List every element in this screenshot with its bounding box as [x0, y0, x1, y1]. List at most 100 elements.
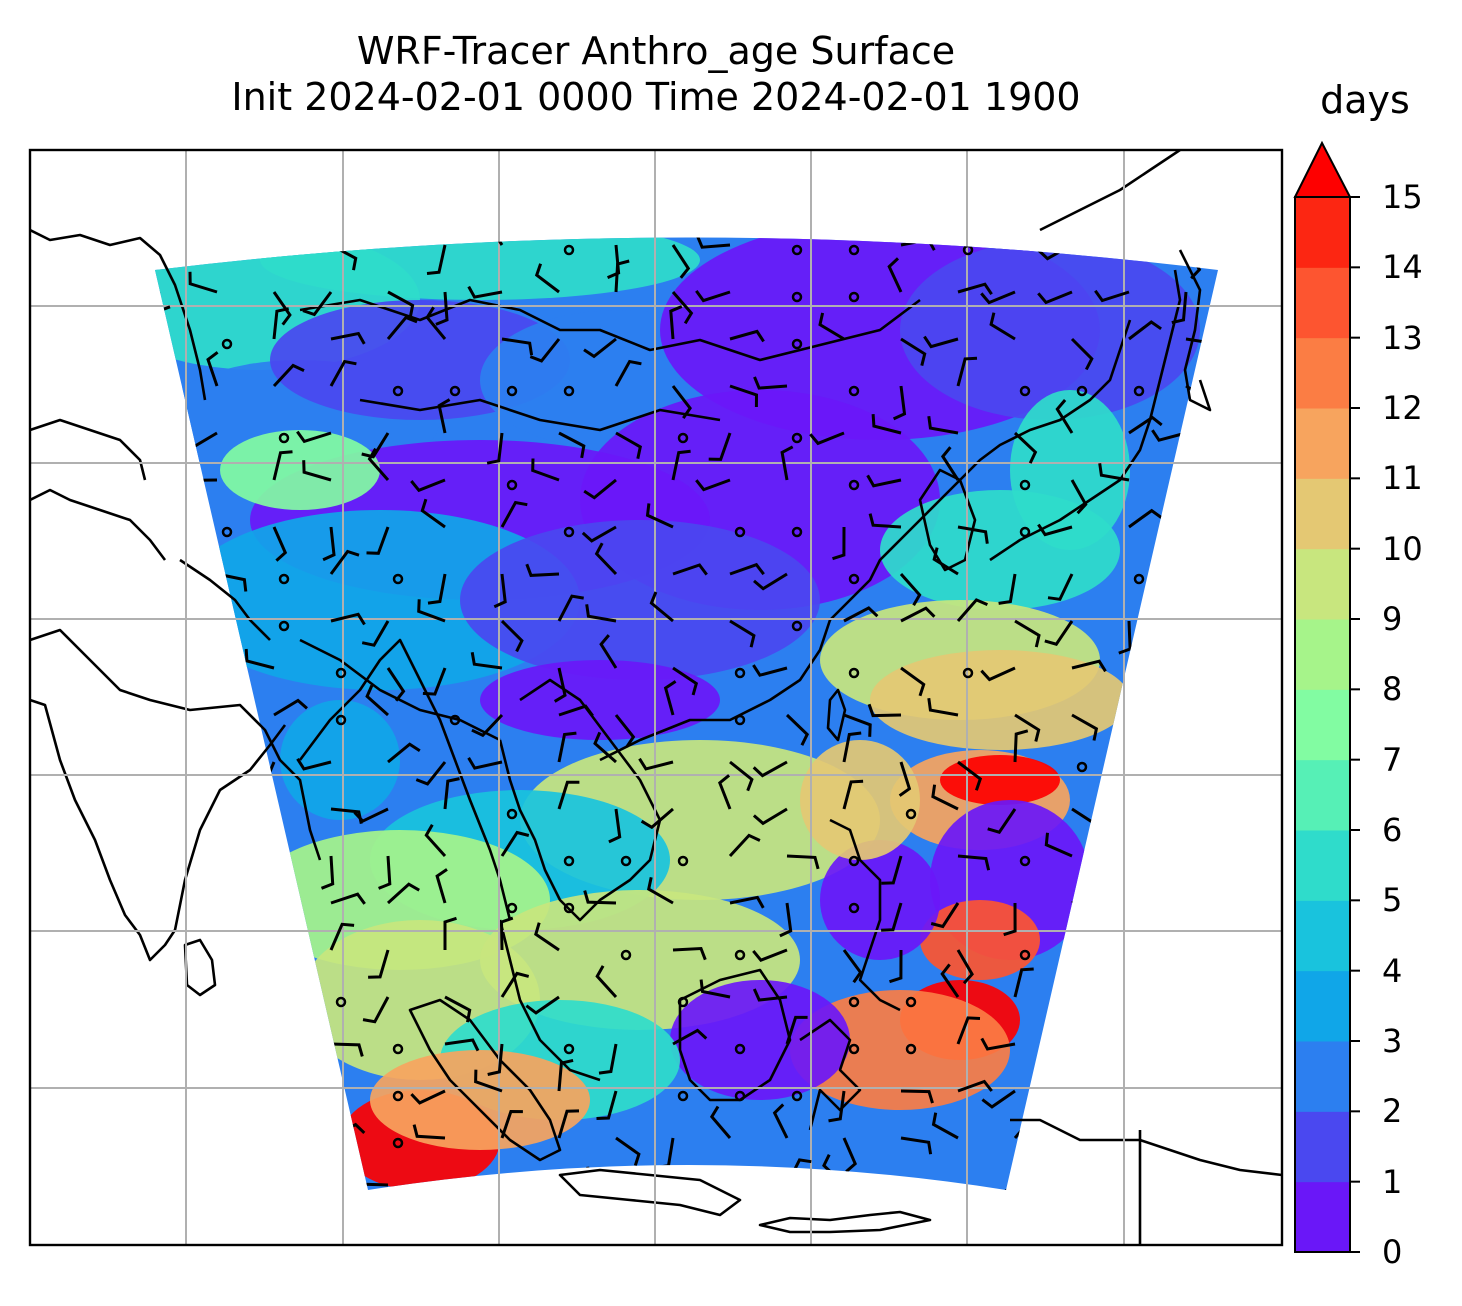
wind-calm-marker: [1019, 949, 1031, 961]
wind-barb: [957, 1079, 993, 1093]
wind-calm-marker: [848, 479, 860, 491]
wind-barb: [1070, 337, 1094, 371]
wind-barb: [330, 612, 366, 626]
wind-barb: [669, 305, 683, 340]
wind-barb: [206, 351, 219, 387]
colorbar-unit-label: days: [1320, 78, 1410, 122]
tracer-field-patch: [920, 900, 1040, 980]
wind-barb: [640, 807, 674, 830]
colorbar-band: [1295, 970, 1350, 1042]
wind-barb: [329, 359, 357, 387]
colorbar-band: [1295, 337, 1350, 409]
wind-calm-marker: [848, 667, 860, 679]
wind-barb: [594, 542, 618, 576]
wind-barb: [900, 666, 926, 697]
map-frame: [28, 148, 1284, 1247]
tracer-field-patch: [220, 430, 380, 510]
wind-barb: [443, 777, 460, 810]
wind-barb: [868, 513, 902, 529]
wind-barb: [900, 1136, 933, 1155]
chart-title-line-2: Init 2024-02-01 0000 Time 2024-02-01 190…: [231, 75, 1081, 119]
wind-barb: [663, 680, 677, 716]
wind-barb: [557, 594, 584, 622]
wind-barb: [981, 1089, 1016, 1109]
wind-barb: [1094, 289, 1130, 303]
wind-barb: [329, 549, 360, 575]
wind-barb: [818, 312, 845, 341]
wind-barb: [752, 664, 788, 677]
wind-barb: [296, 757, 332, 771]
wind-calm-marker: [1019, 385, 1031, 397]
wind-barb: [615, 1136, 641, 1167]
colorbar: [1293, 140, 1360, 1253]
tracer-field-patch: [670, 980, 850, 1100]
wind-barb: [1098, 463, 1130, 482]
wind-barb: [1047, 573, 1074, 601]
wind-barb: [866, 474, 902, 488]
wind-calm-marker: [563, 855, 575, 867]
wind-barb: [1037, 523, 1073, 537]
wind-barb: [729, 760, 754, 792]
wind-barb: [366, 526, 390, 555]
wind-calm-marker: [1133, 573, 1145, 585]
wind-calm-marker: [848, 385, 860, 397]
wind-barb: [1044, 832, 1073, 858]
wind-calm-marker: [506, 902, 518, 914]
wind-calm-marker: [335, 714, 347, 726]
wind-calm-marker: [734, 526, 746, 538]
wind-barb: [425, 306, 447, 340]
wind-barb: [900, 337, 927, 366]
wind-barb: [387, 290, 415, 318]
colorbar-tick-label: 4: [1382, 951, 1403, 990]
wind-barb: [708, 432, 732, 461]
wind-calm-marker: [791, 244, 803, 256]
wind-barb: [412, 1124, 446, 1140]
wind-calm-marker: [848, 855, 860, 867]
colorbar-band: [1295, 900, 1350, 972]
wind-barb: [785, 1015, 808, 1045]
colorbar-outline: [1294, 196, 1351, 1253]
tracer-field-patch: [870, 650, 1130, 750]
wind-barb: [647, 876, 674, 905]
wind-calm-marker: [734, 1043, 746, 1055]
wind-barb: [753, 572, 788, 591]
colorbar-tick-label: 12: [1382, 389, 1423, 427]
wind-calm-marker: [392, 573, 404, 585]
wind-barb: [699, 979, 731, 999]
wind-barb: [302, 460, 332, 482]
wind-calm-marker: [335, 667, 347, 679]
wind-barb: [728, 833, 761, 858]
wind-barb: [487, 1043, 504, 1076]
coastline-indochina: [498, 678, 662, 922]
wind-barb: [729, 329, 765, 343]
wind-calm-marker: [791, 291, 803, 303]
coastline-india-border: [179, 558, 271, 641]
wind-barb: [645, 503, 674, 529]
wind-barb: [427, 573, 447, 605]
wind-barb: [729, 619, 756, 648]
tracer-field-patch: [790, 990, 1010, 1110]
colorbar-band: [1295, 689, 1350, 761]
wind-calm-marker: [506, 808, 518, 820]
wind-barb: [424, 824, 447, 858]
wind-barb: [410, 1089, 446, 1105]
wind-barb: [1037, 290, 1073, 305]
wind-barb: [493, 573, 507, 609]
wind-barb: [1014, 619, 1041, 648]
wind-barb: [330, 1042, 364, 1057]
wind-barb: [671, 449, 691, 481]
border-tibet: [299, 638, 501, 742]
tracer-field-patch: [460, 520, 820, 680]
wind-barb: [956, 1016, 981, 1045]
wind-barb: [672, 1028, 708, 1046]
wind-calm-marker: [506, 479, 518, 491]
wind-barb: [729, 384, 759, 408]
wind-barb: [614, 359, 642, 387]
wind-calm-marker: [563, 244, 575, 256]
wind-calm-marker: [563, 526, 575, 538]
wind-barb: [244, 648, 275, 670]
wind-barb: [980, 290, 1016, 305]
wind-barb: [583, 890, 617, 905]
wind-barb: [980, 1037, 1016, 1051]
